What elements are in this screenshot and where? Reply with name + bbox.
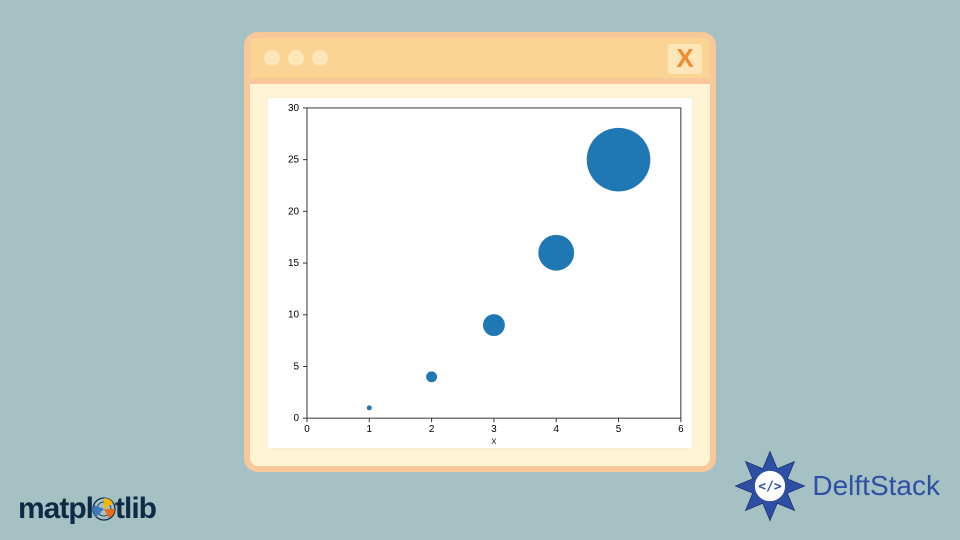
logo-text: tlib bbox=[115, 492, 156, 526]
svg-text:15: 15 bbox=[288, 258, 300, 269]
svg-text:30: 30 bbox=[288, 103, 300, 114]
close-button[interactable]: X bbox=[668, 44, 702, 74]
delftstack-logo: </> DelftStack bbox=[734, 450, 940, 522]
matplotlib-logo: matpl tlib bbox=[18, 492, 156, 526]
svg-text:x: x bbox=[491, 436, 496, 447]
svg-text:0: 0 bbox=[294, 413, 300, 424]
svg-text:1: 1 bbox=[367, 424, 373, 435]
window-control-dot[interactable] bbox=[264, 50, 280, 66]
matplotlib-logo-icon bbox=[92, 497, 116, 521]
svg-text:5: 5 bbox=[294, 361, 300, 372]
scatter-chart: 0 1 2 3 4 5 6 0 5 10 15 20 25 30 x bbox=[268, 98, 692, 448]
svg-text:6: 6 bbox=[678, 424, 684, 435]
logo-text: matpl bbox=[18, 492, 93, 526]
delftstack-logo-icon: </> bbox=[734, 450, 806, 522]
svg-text:10: 10 bbox=[288, 310, 300, 321]
window-control-dot[interactable] bbox=[312, 50, 328, 66]
titlebar: X bbox=[250, 38, 710, 84]
svg-text:3: 3 bbox=[491, 424, 497, 435]
svg-text:0: 0 bbox=[304, 424, 310, 435]
logo-text: DelftStack bbox=[812, 470, 940, 502]
chart-panel: 0 1 2 3 4 5 6 0 5 10 15 20 25 30 x bbox=[268, 98, 692, 448]
svg-text:2: 2 bbox=[429, 424, 435, 435]
svg-text:25: 25 bbox=[288, 155, 300, 166]
svg-text:4: 4 bbox=[553, 424, 559, 435]
svg-text:5: 5 bbox=[616, 424, 622, 435]
svg-text:</>: </> bbox=[759, 479, 783, 494]
svg-text:20: 20 bbox=[288, 206, 300, 217]
app-window: X 0 1 2 3 4 5 6 0 5 10 15 20 25 30 x bbox=[244, 32, 716, 472]
window-control-dot[interactable] bbox=[288, 50, 304, 66]
